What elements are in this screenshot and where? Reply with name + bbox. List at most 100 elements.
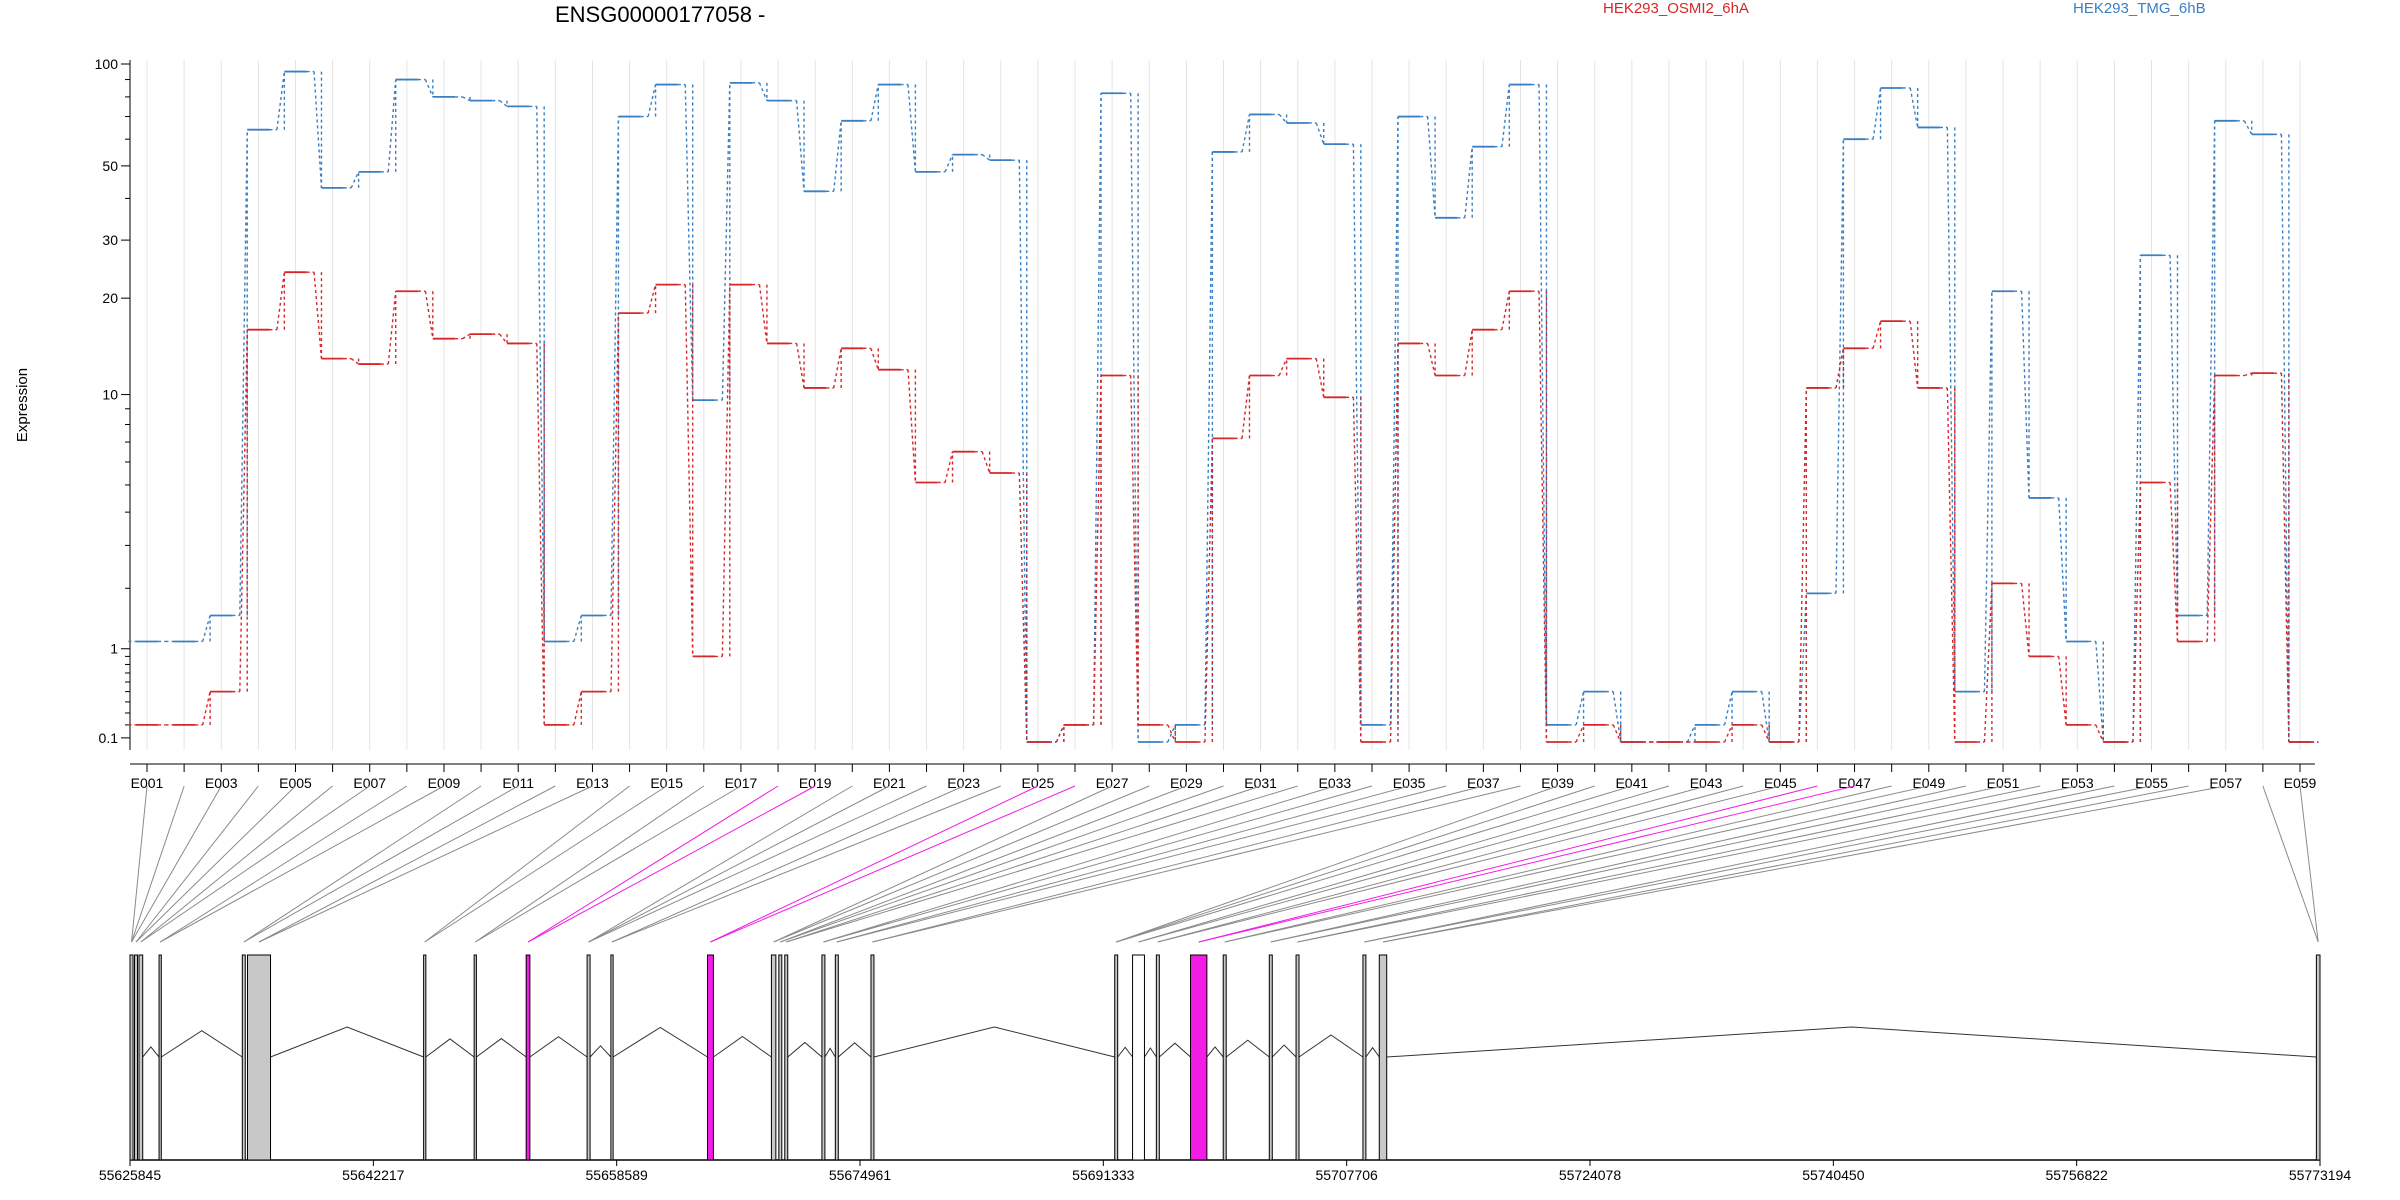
exon-box [586,954,591,1161]
series-b-connector [424,79,434,98]
series-b-connector [907,84,917,172]
exon-link [2299,785,2319,943]
series-a-connector [1129,375,1139,725]
series-b-connector [1092,93,1102,725]
series-b-connector [313,71,323,188]
exon-box [1114,954,1119,1161]
exon-link [1198,785,1818,943]
series-b-connector [239,129,248,616]
legend-series-b: HEK293_TMG_6hB [2073,0,2206,17]
series-b-connector [1946,127,1956,692]
x-tick-label: E049 [1912,775,1945,791]
exon-link [527,785,816,943]
series-a-connector [1723,724,1733,743]
series-b-connector [870,84,879,121]
x-tick-label: E039 [1541,775,1574,791]
series-a-connector [2020,583,2030,657]
exon-link [1224,785,1892,943]
exon-link [1224,785,1929,943]
series-b-connector [795,100,805,192]
series-a-connector [2206,375,2216,642]
series-a-connector [1909,321,1919,389]
series-b-connector [1018,160,1028,743]
exon-link [131,785,185,943]
series-b-connector [1723,691,1733,726]
series-a-connector [313,272,323,359]
x-tick-label: E053 [2061,775,2094,791]
intron-line [529,1036,588,1058]
x-tick-label: E013 [576,775,609,791]
intron-line [713,1035,772,1058]
series-b-connector [536,106,545,642]
exon-box [821,954,826,1161]
series-b-connector [1352,144,1362,725]
exon-link [1157,785,1744,943]
series-b-connector [610,116,620,616]
series-b-connector [1909,87,1919,128]
series-b-connector [1315,122,1325,145]
intron-line [787,1041,823,1058]
x-tick-label: E015 [650,775,683,791]
x-tick-label: E007 [353,775,386,791]
x-tick-label: E009 [428,775,461,791]
exon-box [241,954,246,1161]
exon-link [786,785,1298,943]
series-b-connector [684,84,694,401]
exon-link-layer [131,785,2319,943]
exon-link [131,785,222,943]
exon-link [159,785,445,943]
coord-tick-label: 55691333 [1072,1167,1135,1183]
series-b-connector [1241,114,1251,153]
exon-box [1268,954,1273,1161]
exon-box [1190,954,1208,1161]
x-tick-label: E045 [1764,775,1797,791]
series-b-connector [721,82,731,401]
series-a-connector [499,333,508,344]
exon-link [823,785,1336,943]
series-a-connector [907,369,917,483]
legend-series-a: HEK293_OSMI2_6hA [1603,0,1749,17]
series-a-connector [573,691,582,726]
exon-link [611,785,1001,943]
x-tick-label: E017 [725,775,758,791]
exon-box [778,954,783,1161]
series-b-group [128,70,2319,743]
intron-line [476,1037,527,1058]
exon-link [135,785,296,943]
y-tick-label: 0.1 [99,730,119,746]
coord-tick-label: 55756822 [2046,1167,2109,1183]
series-b-connector [202,615,211,642]
series-b-connector [1204,151,1214,725]
series-a-connector [2132,482,2142,743]
series-layer [128,70,2319,743]
exon-box [1155,954,1160,1161]
exon-box [1378,954,1388,1161]
series-a-connector [1315,358,1325,398]
series-a-connector [1241,375,1251,439]
exon-link [1297,785,2041,943]
series-a-connector [1501,291,1511,330]
exon-link [872,785,1521,943]
exon-link [159,785,408,943]
series-b-connector [1278,114,1288,124]
series-a-connector [758,284,768,344]
intron-line [1158,1042,1191,1058]
exon-link [243,785,482,943]
x-tick-label: E001 [131,775,164,791]
series-a-connector [2058,656,2067,725]
exon-link [773,785,1113,943]
exon-box [1295,954,1300,1161]
exon-link [710,785,1039,943]
exon-box [1222,954,1227,1161]
exon-box [706,954,714,1161]
series-b-connector [573,615,582,642]
chart-title: ENSG00000177058 - [555,2,765,27]
exon-link [1297,785,2078,943]
series-b-connector [758,82,768,101]
exon-link [135,785,259,943]
intron-line [1117,1046,1133,1058]
series-b-connector [1501,84,1511,147]
series-a-connector [1278,358,1288,376]
exon-link [773,785,1150,943]
x-tick-label: E027 [1096,775,1129,791]
